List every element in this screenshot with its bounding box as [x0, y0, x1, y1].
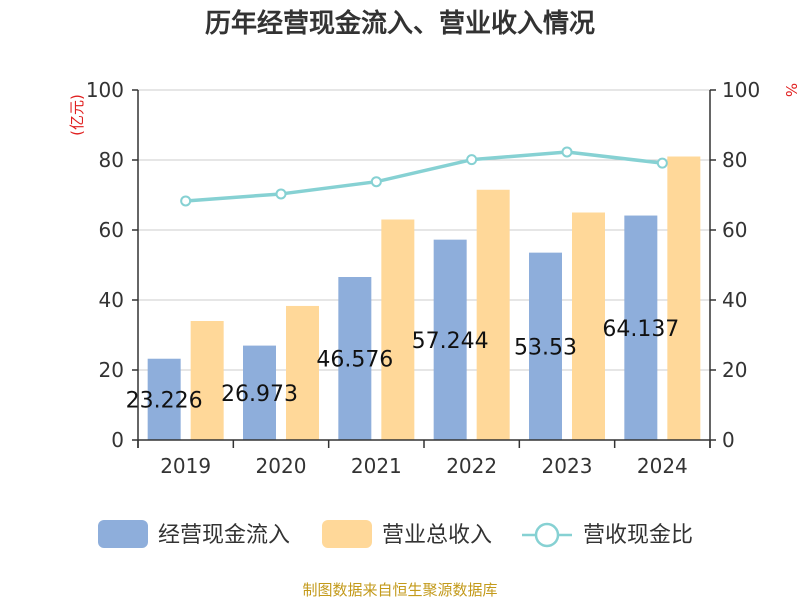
legend: 经营现金流入 营业总收入 营收现金比	[98, 520, 693, 548]
bar-cash-inflow	[433, 239, 467, 440]
bar-revenue	[667, 156, 701, 440]
left-axis-tick-label: 100	[86, 78, 124, 102]
left-axis-unit: (亿元)	[68, 94, 86, 136]
data-label-cash-inflow: 46.576	[316, 348, 393, 373]
right-axis-tick-label: 100	[722, 78, 760, 102]
ratio-point	[275, 188, 287, 200]
left-axis-tick-label: 20	[99, 358, 124, 382]
ratio-line	[180, 146, 668, 207]
ratio-point	[370, 176, 382, 188]
data-label-cash-inflow: 57.244	[412, 329, 489, 354]
left-axis-tick-label: 0	[111, 428, 124, 452]
legend-marker-ratio	[534, 522, 560, 548]
legend-label-cash-inflow: 经营现金流入	[158, 523, 290, 548]
ratio-point	[180, 195, 192, 207]
left-axis-tick-label: 80	[99, 148, 124, 172]
chart-title: 历年经营现金流入、营业收入情况	[205, 8, 595, 39]
right-axis-tick-label: 40	[722, 288, 747, 312]
bar-cash-inflow	[624, 215, 658, 440]
ratio-point	[466, 154, 478, 166]
bar-revenue	[190, 321, 224, 440]
x-axis-tick-label: 2022	[446, 454, 497, 478]
right-axis-tick-label: 60	[722, 218, 747, 242]
grid-lines	[138, 89, 710, 371]
source-note: 制图数据来自恒生聚源数据库	[302, 581, 497, 599]
bar-revenue	[286, 305, 319, 440]
x-axis-tick-label: 2019	[160, 454, 211, 478]
right-axis-tick-label: 80	[722, 148, 747, 172]
bars	[147, 156, 701, 440]
bar-cash-inflow	[147, 358, 181, 440]
legend-swatch-cash-inflow	[98, 520, 148, 548]
bar-revenue	[476, 189, 510, 440]
data-label-cash-inflow: 26.973	[221, 382, 298, 407]
bar-cash-inflow	[529, 252, 562, 440]
right-axis-unit: %	[782, 83, 800, 97]
x-axis-tick-label: 2023	[542, 454, 593, 478]
data-label-cash-inflow: 53.53	[514, 335, 577, 360]
x-axis-tick-label: 2024	[637, 454, 688, 478]
left-axis-tick-label: 40	[99, 288, 124, 312]
bar-revenue	[572, 212, 605, 440]
left-axis-tick-label: 60	[99, 218, 124, 242]
x-axis-tick-label: 2021	[351, 454, 402, 478]
data-label-cash-inflow: 64.137	[602, 317, 679, 342]
axes: 0 20 40 60 80 100 0 20 40 60 80 100 2019 2020 2021 2022…	[86, 78, 760, 478]
legend-swatch-revenue	[322, 520, 372, 548]
ratio-line-path	[185, 150, 663, 203]
bar-cash-inflow	[338, 277, 372, 440]
bar-revenue	[381, 219, 415, 440]
ratio-point	[561, 146, 573, 158]
right-axis-tick-label: 0	[722, 428, 735, 452]
bar-cash-inflow	[243, 345, 276, 440]
ratio-point	[656, 157, 668, 169]
legend-label-ratio: 营收现金比	[583, 523, 693, 548]
x-axis-tick-label: 2020	[256, 454, 307, 478]
right-axis-tick-label: 20	[722, 358, 747, 382]
data-labels: 23.226 26.973 46.576 57.244 53.53 64.137	[126, 317, 680, 414]
legend-label-revenue: 营业总收入	[382, 523, 492, 548]
data-label-cash-inflow: 23.226	[126, 388, 203, 413]
